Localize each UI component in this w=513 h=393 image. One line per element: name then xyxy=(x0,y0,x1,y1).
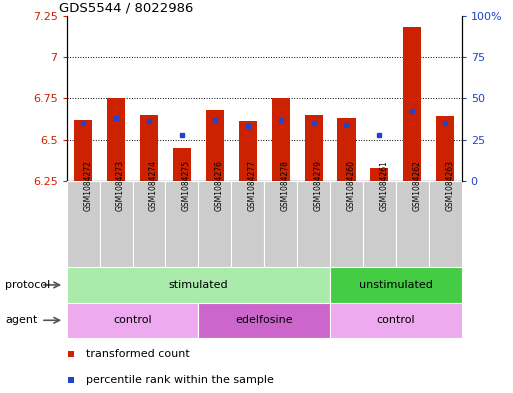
Bar xyxy=(67,267,330,303)
Text: GSM1084273: GSM1084273 xyxy=(116,160,125,211)
Text: control: control xyxy=(113,315,152,325)
Bar xyxy=(140,115,158,181)
Bar xyxy=(199,303,330,338)
Bar xyxy=(132,181,165,267)
Text: GSM1084277: GSM1084277 xyxy=(248,160,256,211)
Text: GSM1084261: GSM1084261 xyxy=(380,160,388,211)
Bar xyxy=(403,27,421,181)
Bar xyxy=(100,181,132,267)
Bar xyxy=(199,181,231,267)
Text: protocol: protocol xyxy=(5,280,50,290)
Bar xyxy=(330,181,363,267)
Bar xyxy=(396,181,429,267)
Text: GSM1084272: GSM1084272 xyxy=(83,160,92,211)
Text: agent: agent xyxy=(5,315,37,325)
Bar xyxy=(67,181,100,267)
Bar xyxy=(330,303,462,338)
Bar xyxy=(363,181,396,267)
Text: GSM1084275: GSM1084275 xyxy=(182,160,191,211)
Text: GSM1084262: GSM1084262 xyxy=(412,160,421,211)
Bar xyxy=(67,303,199,338)
Text: GSM1084260: GSM1084260 xyxy=(346,160,356,211)
Bar xyxy=(173,148,191,181)
Text: GSM1084263: GSM1084263 xyxy=(445,160,454,211)
Bar xyxy=(297,181,330,267)
Bar xyxy=(436,116,455,181)
Bar xyxy=(264,181,297,267)
Bar xyxy=(330,267,462,303)
Bar xyxy=(165,181,199,267)
Bar xyxy=(239,121,257,181)
Text: unstimulated: unstimulated xyxy=(359,280,433,290)
Bar xyxy=(305,115,323,181)
Text: transformed count: transformed count xyxy=(86,349,190,359)
Text: GSM1084274: GSM1084274 xyxy=(149,160,158,211)
Bar xyxy=(231,181,264,267)
Text: GDS5544 / 8022986: GDS5544 / 8022986 xyxy=(59,2,193,15)
Bar xyxy=(338,118,356,181)
Text: stimulated: stimulated xyxy=(169,280,228,290)
Bar xyxy=(271,98,290,181)
Text: GSM1084279: GSM1084279 xyxy=(313,160,323,211)
Bar xyxy=(107,98,125,181)
Text: GSM1084276: GSM1084276 xyxy=(215,160,224,211)
Text: percentile rank within the sample: percentile rank within the sample xyxy=(86,375,274,385)
Bar xyxy=(74,120,92,181)
Text: edelfosine: edelfosine xyxy=(235,315,293,325)
Bar xyxy=(429,181,462,267)
Text: control: control xyxy=(377,315,415,325)
Bar xyxy=(206,110,224,181)
Text: GSM1084278: GSM1084278 xyxy=(281,160,290,211)
Bar xyxy=(370,167,388,181)
